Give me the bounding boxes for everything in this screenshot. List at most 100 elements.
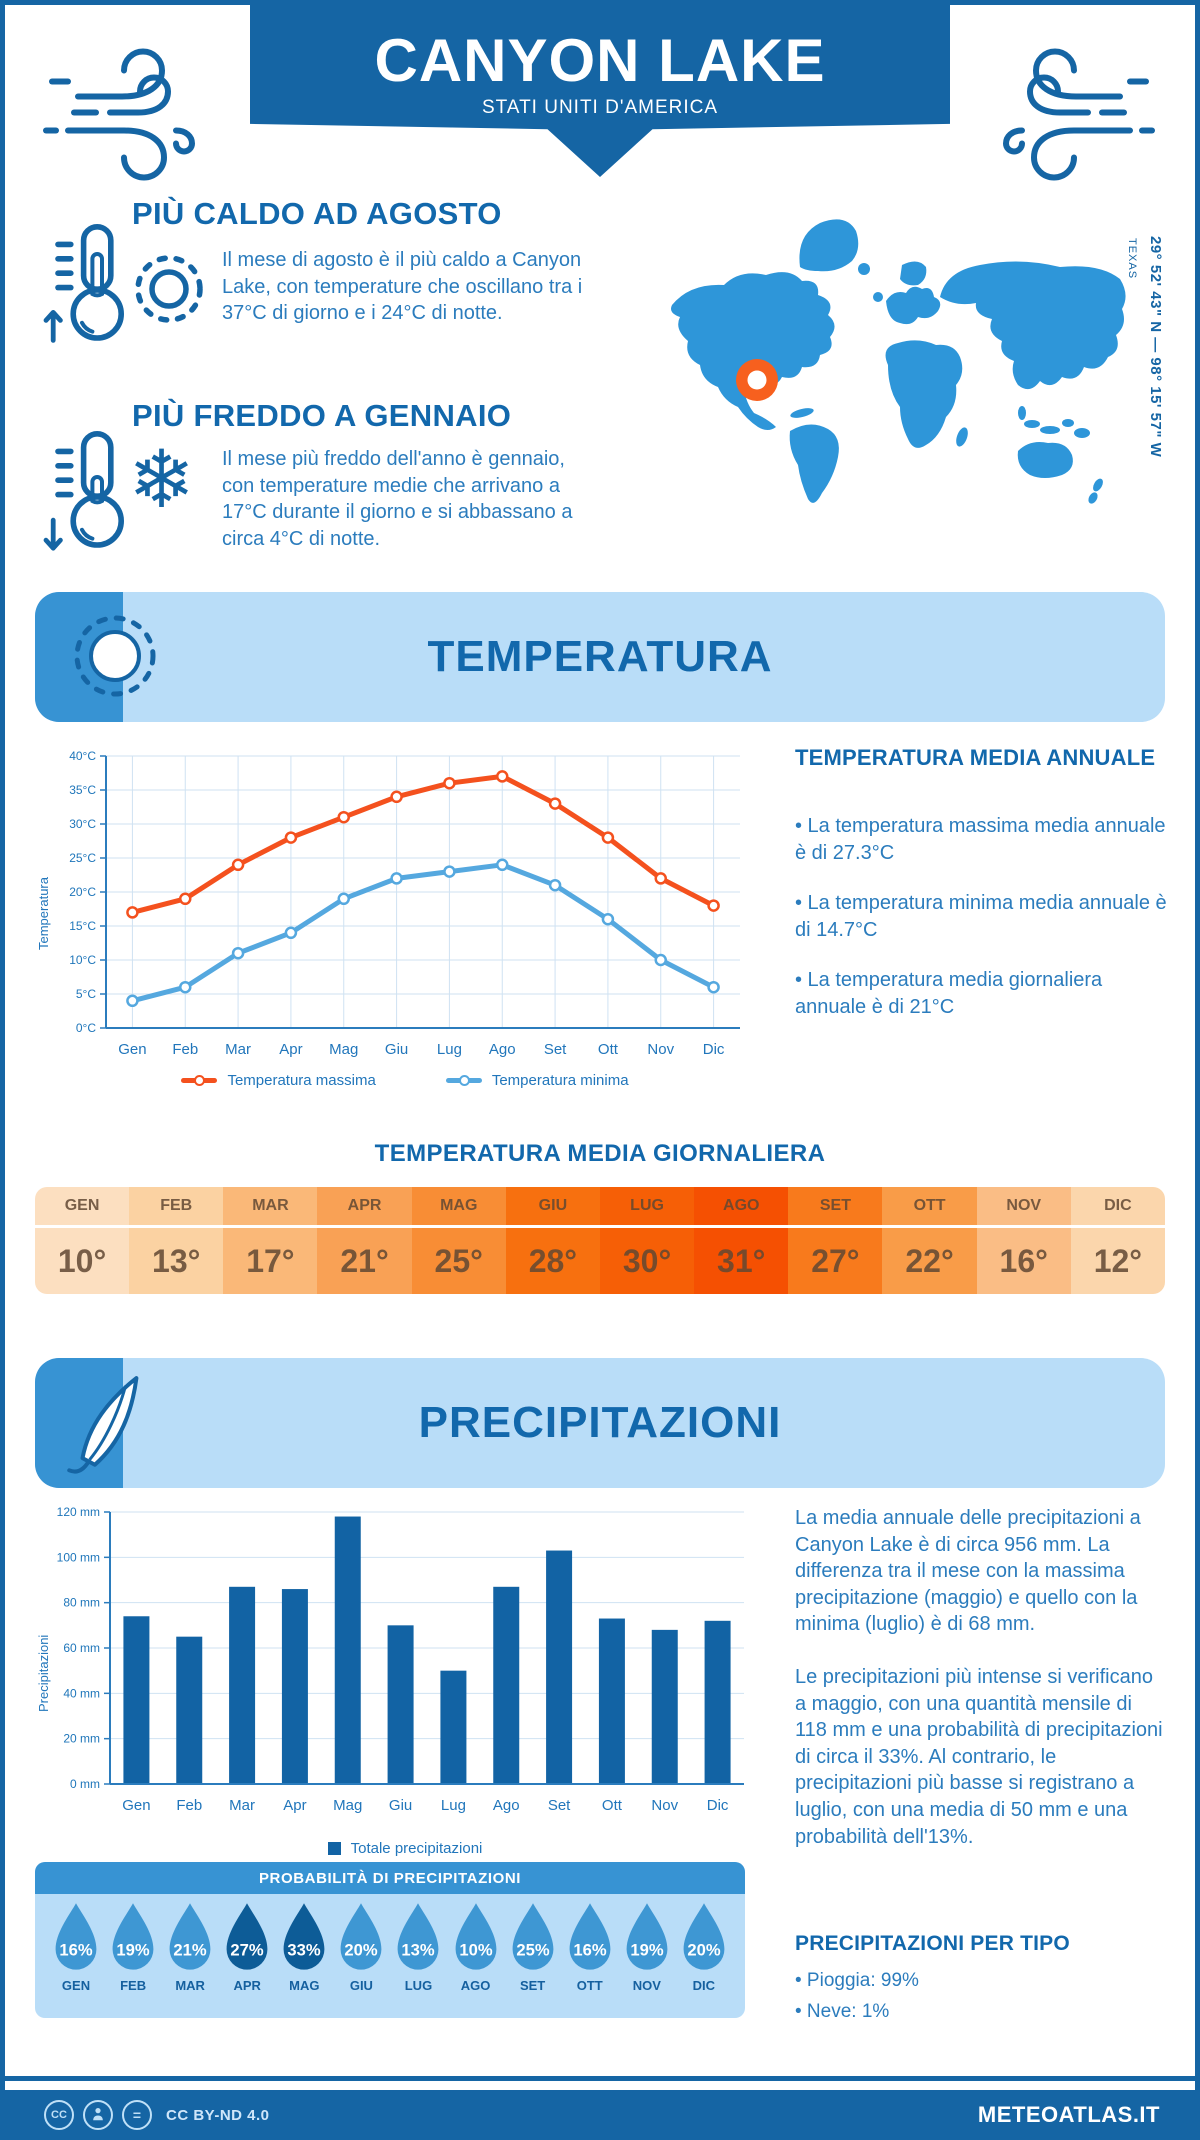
droplet-month-label: GIU — [349, 1978, 373, 1993]
table-month-cell: NOV — [976, 1187, 1071, 1225]
table-value-cell: 16° — [976, 1228, 1071, 1294]
umbrella-icon — [67, 1376, 139, 1474]
precip-droplet: 16% OTT — [563, 1902, 617, 1993]
svg-text:20°C: 20°C — [69, 885, 96, 899]
droplet-month-label: DIC — [692, 1978, 716, 1993]
svg-text:40 mm: 40 mm — [63, 1686, 100, 1700]
droplet-icon: 10% — [455, 1903, 496, 1970]
svg-text:Mar: Mar — [229, 1797, 255, 1814]
droplet-icon: 27% — [226, 1903, 268, 1970]
location-marker-center — [747, 370, 767, 390]
precip-droplet: 20% GIU — [334, 1902, 388, 1993]
brand-label: METEOATLAS.IT — [977, 2102, 1160, 2127]
svg-text:Giu: Giu — [385, 1041, 408, 1058]
svg-text:Mag: Mag — [333, 1797, 362, 1814]
precip-droplet: 19% NOV — [620, 1902, 674, 1993]
table-month-cell: AGO — [694, 1187, 789, 1225]
svg-text:Set: Set — [544, 1041, 567, 1058]
svg-text:27%: 27% — [231, 1941, 264, 1960]
table-value-cell: 12° — [1070, 1228, 1165, 1294]
svg-text:80 mm: 80 mm — [63, 1596, 100, 1610]
svg-text:Ott: Ott — [602, 1797, 623, 1814]
precipitation-types-title: PRECIPITAZIONI PER TIPO — [795, 1932, 1070, 1955]
droplet-month-label: MAR — [175, 1978, 205, 1993]
droplet-icon: 21% — [169, 1903, 211, 1970]
table-month-cell: FEB — [129, 1187, 224, 1225]
footer: CC = CC BY-ND 4.0 METEOATLAS.IT — [0, 2090, 1200, 2140]
table-month-cell: GIU — [505, 1187, 600, 1225]
annual-temperature-title: TEMPERATURA MEDIA ANNUALE — [795, 745, 1156, 770]
wind-icon-left — [43, 48, 196, 181]
legend-label-total: Totale precipitazioni — [350, 1840, 483, 1857]
svg-text:Mar: Mar — [225, 1041, 251, 1058]
cc-by-icon — [83, 2100, 113, 2130]
droplet-icon: 25% — [512, 1903, 554, 1970]
table-value-cell: 27° — [788, 1228, 883, 1294]
svg-text:40°C: 40°C — [69, 749, 96, 763]
precipitation-legend: Totale precipitazioni — [48, 1840, 762, 1857]
svg-text:Apr: Apr — [279, 1041, 302, 1058]
droplet-icon: 19% — [112, 1903, 154, 1970]
table-month-cell: GEN — [35, 1187, 130, 1225]
hot-section-text: Il mese di agosto è il più caldo a Canyo… — [222, 249, 583, 325]
droplet-month-label: OTT — [576, 1978, 603, 1993]
page-subtitle: STATI UNITI D'AMERICA — [481, 97, 719, 118]
droplet-month-label: NOV — [632, 1978, 661, 1993]
temperature-section-title: TEMPERATURA — [427, 632, 773, 681]
annual-bullet: • La temperatura media giornaliera annua… — [795, 969, 1103, 1018]
types-bullet-list: • Pioggia: 99% • Neve: 1% — [795, 1968, 1165, 2025]
legend-item-total: Totale precipitazioni — [327, 1840, 483, 1857]
droplet-row: 16% GEN 19% FEB 21% — [35, 1894, 745, 1993]
header-banner: CANYON LAKE STATI UNITI D'AMERICA — [250, 0, 950, 177]
table-month-cell: MAR — [223, 1187, 318, 1225]
svg-text:Gen: Gen — [118, 1041, 146, 1058]
table-value-cell: 30° — [599, 1228, 695, 1294]
thermometer-up-icon — [43, 224, 124, 343]
svg-text:Lug: Lug — [437, 1041, 462, 1058]
sun-icon — [135, 255, 203, 323]
svg-text:10°C: 10°C — [69, 953, 96, 967]
min-line-swatch — [445, 1075, 482, 1086]
precipitation-chart-ylabel: Precipitazioni — [36, 1634, 51, 1712]
droplet-icon: 13% — [398, 1903, 439, 1970]
svg-text:16%: 16% — [573, 1941, 606, 1960]
table-value-cell: 17° — [223, 1228, 318, 1294]
annual-bullet-list: • La temperatura massima media annuale è… — [795, 813, 1167, 1021]
annual-bullet: • La temperatura minima media annuale è … — [795, 892, 1167, 941]
svg-text:19%: 19% — [116, 1941, 149, 1960]
precipitation-text-block: La media annuale delle precipitazioni a … — [795, 1505, 1167, 1876]
probability-box: PROBABILITÀ DI PRECIPITAZIONI 16% GEN 19… — [35, 1862, 745, 2018]
table-value-cell: 28° — [505, 1228, 600, 1294]
svg-text:20%: 20% — [687, 1941, 720, 1960]
droplet-month-label: GEN — [61, 1978, 91, 1993]
temperature-banner: TEMPERATURA — [35, 592, 1165, 722]
svg-text:Ago: Ago — [489, 1041, 516, 1058]
svg-text:33%: 33% — [288, 1941, 321, 1960]
map-coordinates: 29° 52' 43" N — 98° 15' 57" W — [1147, 236, 1164, 458]
svg-text:Ott: Ott — [598, 1041, 619, 1058]
precip-droplet: 20% DIC — [677, 1902, 731, 1993]
table-month-cell: DIC — [1070, 1187, 1165, 1225]
bar-swatch — [327, 1842, 341, 1855]
svg-text:Lug: Lug — [441, 1797, 466, 1814]
temperature-legend: Temperatura massima Temperatura minima — [48, 1072, 762, 1089]
temperature-chart: 0°C 5°C 10°C 15°C 20°C 25°C 30°C 35°C 40°C Gen Feb… — [69, 749, 740, 1058]
cc-icons: CC = — [44, 2100, 152, 2130]
svg-text:Mag: Mag — [329, 1041, 358, 1058]
droplet-month-label: LUG — [404, 1978, 433, 1993]
svg-text:16%: 16% — [59, 1941, 92, 1960]
precip-droplet: 25% SET — [506, 1902, 560, 1993]
svg-text:Nov: Nov — [647, 1041, 674, 1058]
svg-text:35°C: 35°C — [69, 783, 96, 797]
svg-text:Giu: Giu — [389, 1797, 412, 1814]
table-month-row: GEN FEB MAR APR MAG GIU LUG AGO SET OTT NOV DIC — [35, 1187, 1165, 1225]
legend-label-max: Temperatura massima — [227, 1072, 376, 1089]
table-month-cell: OTT — [882, 1187, 977, 1225]
svg-text:25°C: 25°C — [69, 851, 96, 865]
map-region-label: TEXAS — [1126, 238, 1138, 280]
droplet-icon: 16% — [569, 1903, 611, 1970]
hot-section-title: PIÙ CALDO AD AGOSTO — [132, 196, 502, 231]
world-map — [671, 219, 1126, 504]
table-value-cell: 31° — [694, 1228, 789, 1294]
max-line-swatch — [181, 1075, 218, 1086]
